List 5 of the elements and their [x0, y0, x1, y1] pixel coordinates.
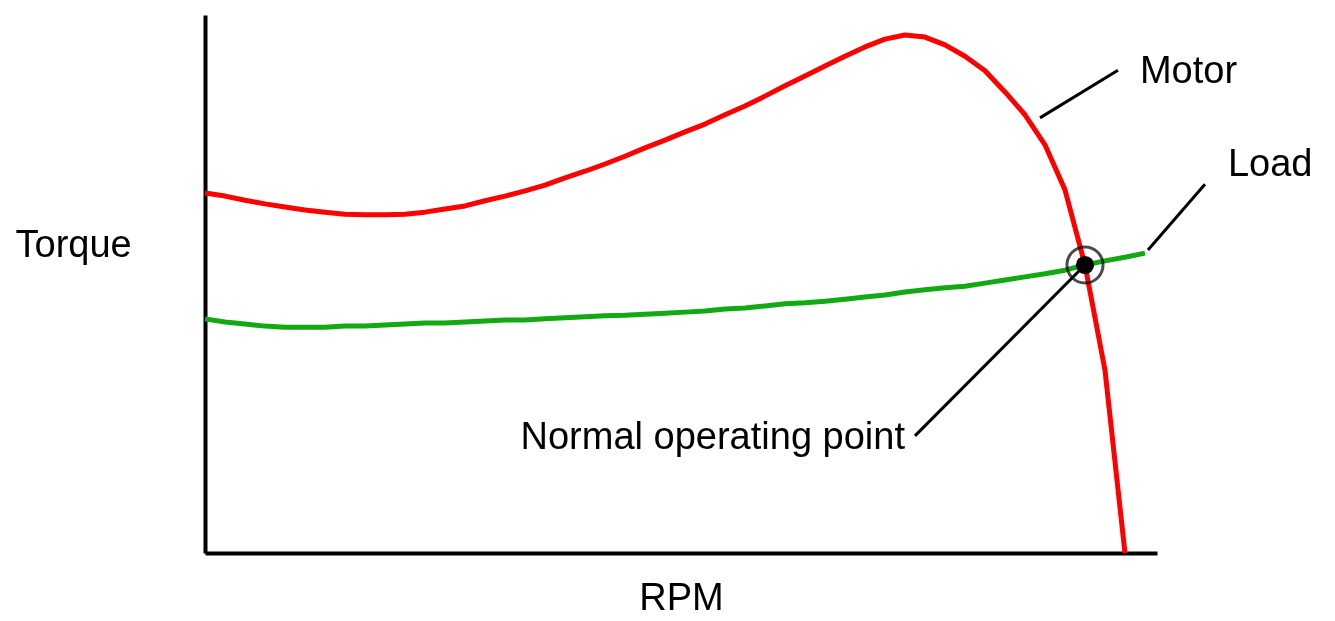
- y-axis-title: Torque: [15, 222, 132, 265]
- text: Load: [1227, 142, 1313, 185]
- legend-label: Motor: [1139, 48, 1238, 91]
- annotation: Normal operating point: [520, 415, 906, 457]
- x-axis-title: RPM: [639, 575, 724, 618]
